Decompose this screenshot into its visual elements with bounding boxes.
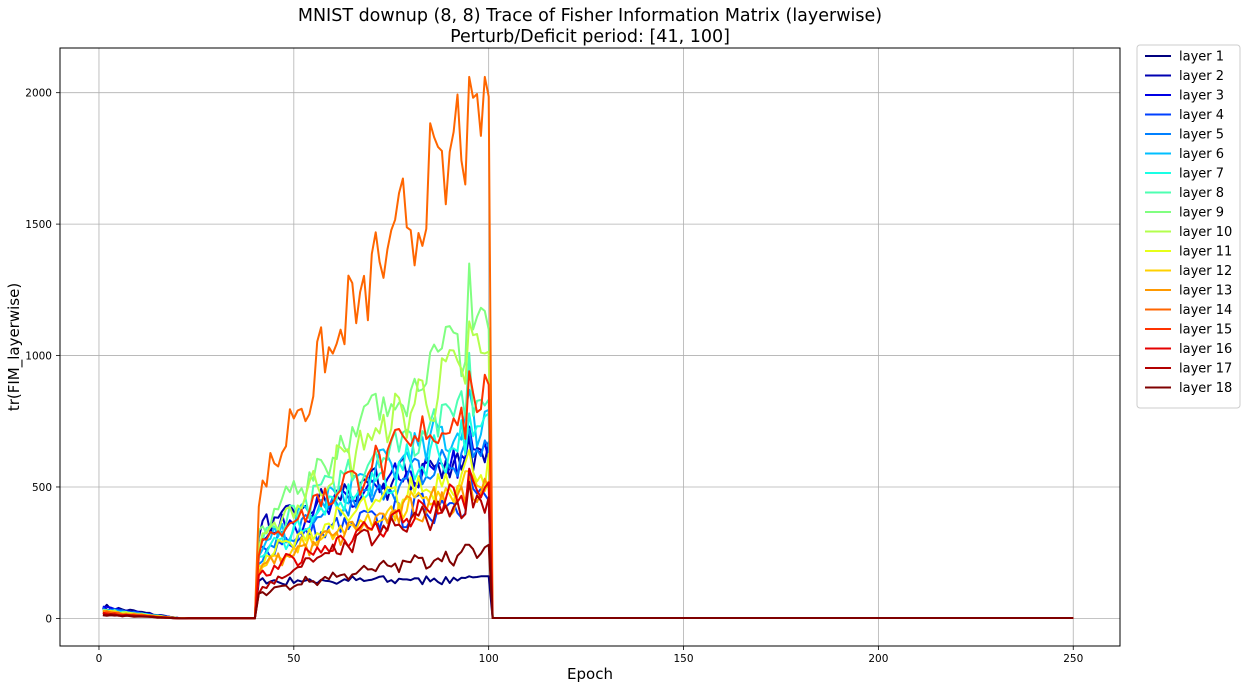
legend-label: layer 11 bbox=[1179, 245, 1232, 260]
legend-label: layer 7 bbox=[1179, 167, 1224, 182]
series-line-9 bbox=[102, 262, 1074, 620]
plot-frame bbox=[59, 47, 1121, 647]
legend-label: layer 2 bbox=[1179, 69, 1224, 84]
series-line-13 bbox=[102, 475, 1074, 620]
series-line-8 bbox=[102, 351, 1074, 620]
series-line-10 bbox=[102, 320, 1074, 620]
series-line-7 bbox=[102, 412, 1074, 620]
y-axis-label: tr(FIM_layerwise) bbox=[5, 283, 24, 411]
legend-label: layer 12 bbox=[1179, 264, 1232, 279]
series-line-16 bbox=[102, 467, 1074, 620]
x-axis-label: Epoch bbox=[567, 665, 613, 683]
x-tick-label: 250 bbox=[1063, 653, 1083, 665]
legend-label: layer 10 bbox=[1179, 225, 1232, 240]
series-lines bbox=[102, 75, 1074, 620]
legend-box bbox=[1136, 44, 1241, 409]
legend-label: layer 14 bbox=[1179, 303, 1232, 318]
x-tick-label: 150 bbox=[674, 653, 694, 665]
y-tick-label: 1000 bbox=[25, 351, 52, 363]
grid-lines bbox=[60, 48, 1120, 646]
series-line-4 bbox=[102, 470, 1074, 620]
legend-label: layer 17 bbox=[1179, 362, 1232, 377]
legend-label: layer 15 bbox=[1179, 323, 1232, 338]
series-line-6 bbox=[102, 388, 1074, 620]
x-tick-label: 200 bbox=[868, 653, 888, 665]
y-tick-label: 0 bbox=[45, 613, 52, 625]
series-line-3 bbox=[102, 425, 1074, 620]
series-line-17 bbox=[102, 480, 1074, 620]
legend-label: layer 16 bbox=[1179, 342, 1232, 357]
legend-label: layer 9 bbox=[1179, 206, 1224, 221]
legend-label: layer 6 bbox=[1179, 147, 1224, 162]
series-line-2 bbox=[102, 436, 1074, 620]
legend-label: layer 4 bbox=[1179, 108, 1224, 123]
chart-subtitle: Perturb/Deficit period: [41, 100] bbox=[450, 27, 730, 47]
y-axis-ticks: 0 500 1000 1500 2000 bbox=[25, 88, 60, 625]
x-tick-label: 0 bbox=[96, 653, 103, 665]
series-line-14 bbox=[102, 75, 1074, 620]
series-line-12 bbox=[102, 470, 1074, 620]
legend-label: layer 13 bbox=[1179, 284, 1232, 299]
x-tick-label: 100 bbox=[479, 653, 499, 665]
legend-label: layer 18 bbox=[1179, 381, 1232, 396]
y-tick-label: 2000 bbox=[25, 88, 52, 100]
series-line-18 bbox=[102, 543, 1074, 620]
legend-label: layer 1 bbox=[1179, 50, 1224, 65]
x-tick-label: 50 bbox=[287, 653, 300, 665]
y-tick-label: 500 bbox=[32, 482, 52, 494]
series-line-11 bbox=[102, 449, 1074, 620]
chart-title: MNIST downup (8, 8) Trace of Fisher Info… bbox=[298, 6, 882, 26]
series-line-15 bbox=[102, 370, 1074, 620]
legend-label: layer 3 bbox=[1179, 89, 1224, 104]
y-tick-label: 1500 bbox=[25, 219, 52, 231]
x-axis-ticks: 0 50 100 150 200 250 bbox=[96, 646, 1083, 665]
legend: layer 1 layer 2 layer 3 layer 4 layer 5 layer… bbox=[1136, 44, 1241, 409]
legend-label: layer 8 bbox=[1179, 186, 1224, 201]
legend-label: layer 5 bbox=[1179, 128, 1224, 143]
series-line-5 bbox=[102, 428, 1074, 620]
series-line-1 bbox=[102, 575, 1074, 620]
